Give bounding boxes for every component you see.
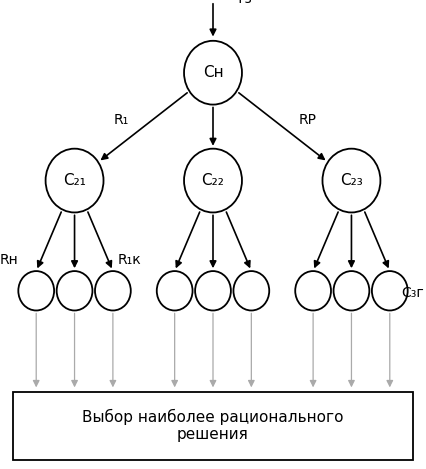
- Circle shape: [157, 271, 193, 310]
- Text: RР: RР: [299, 113, 317, 127]
- Circle shape: [233, 271, 269, 310]
- Text: R₁: R₁: [114, 113, 129, 127]
- Text: R₁к: R₁к: [118, 253, 142, 267]
- Text: Tз: Tз: [236, 0, 252, 6]
- Circle shape: [184, 149, 242, 212]
- Text: C₂₃: C₂₃: [340, 173, 363, 188]
- Circle shape: [334, 271, 369, 310]
- Text: Rн: Rн: [0, 253, 19, 267]
- Text: Выбор наиболее рационального
решения: Выбор наиболее рационального решения: [82, 409, 344, 442]
- Text: C₂₂: C₂₂: [201, 173, 225, 188]
- Circle shape: [46, 149, 104, 212]
- Circle shape: [195, 271, 231, 310]
- Circle shape: [372, 271, 408, 310]
- Text: C₂₁: C₂₁: [63, 173, 86, 188]
- Text: Cн: Cн: [203, 65, 223, 80]
- Circle shape: [184, 41, 242, 105]
- Circle shape: [322, 149, 380, 212]
- Circle shape: [95, 271, 131, 310]
- Circle shape: [18, 271, 54, 310]
- Text: C₃г: C₃г: [401, 286, 424, 300]
- Bar: [13, 392, 413, 460]
- Circle shape: [295, 271, 331, 310]
- Circle shape: [57, 271, 92, 310]
